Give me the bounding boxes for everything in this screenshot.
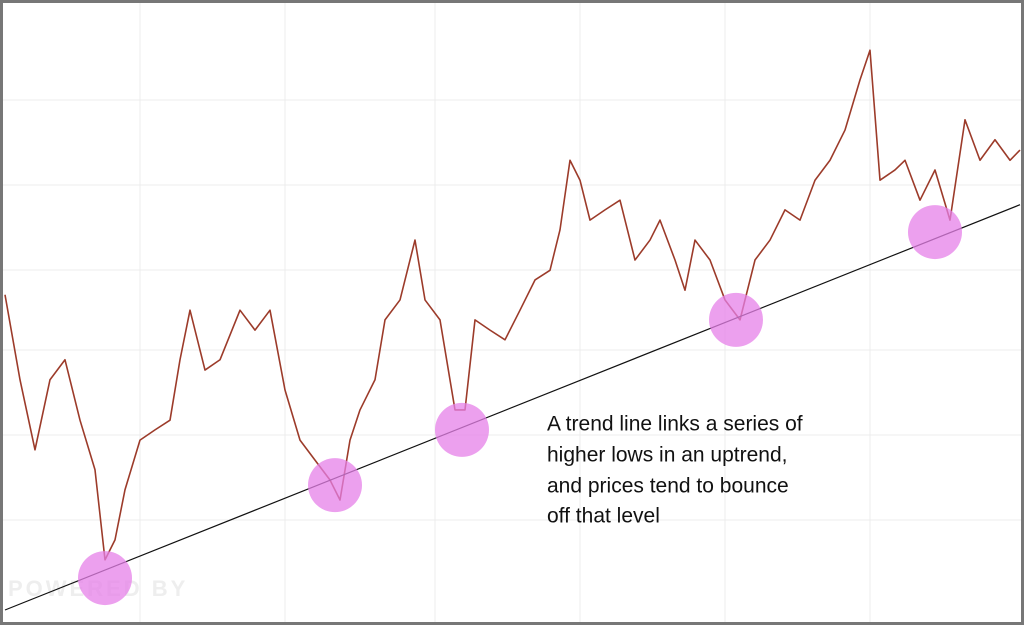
annotation-line: and prices tend to bounce bbox=[547, 475, 789, 498]
highlight-circle bbox=[78, 551, 132, 606]
highlight-circle bbox=[308, 458, 362, 513]
annotation-line: higher lows in an uptrend, bbox=[547, 444, 788, 467]
price-line bbox=[4, 49, 1021, 561]
annotation: A trend line links a series of higher lo… bbox=[547, 413, 803, 528]
annotation-line: off that level bbox=[547, 505, 660, 528]
plot bbox=[4, 49, 1021, 611]
annotation-line: A trend line links a series of bbox=[547, 413, 803, 436]
highlight-circle bbox=[435, 402, 489, 457]
highlight-circle bbox=[908, 205, 962, 260]
highlight-circle bbox=[709, 292, 763, 347]
trend-line bbox=[4, 204, 1021, 611]
